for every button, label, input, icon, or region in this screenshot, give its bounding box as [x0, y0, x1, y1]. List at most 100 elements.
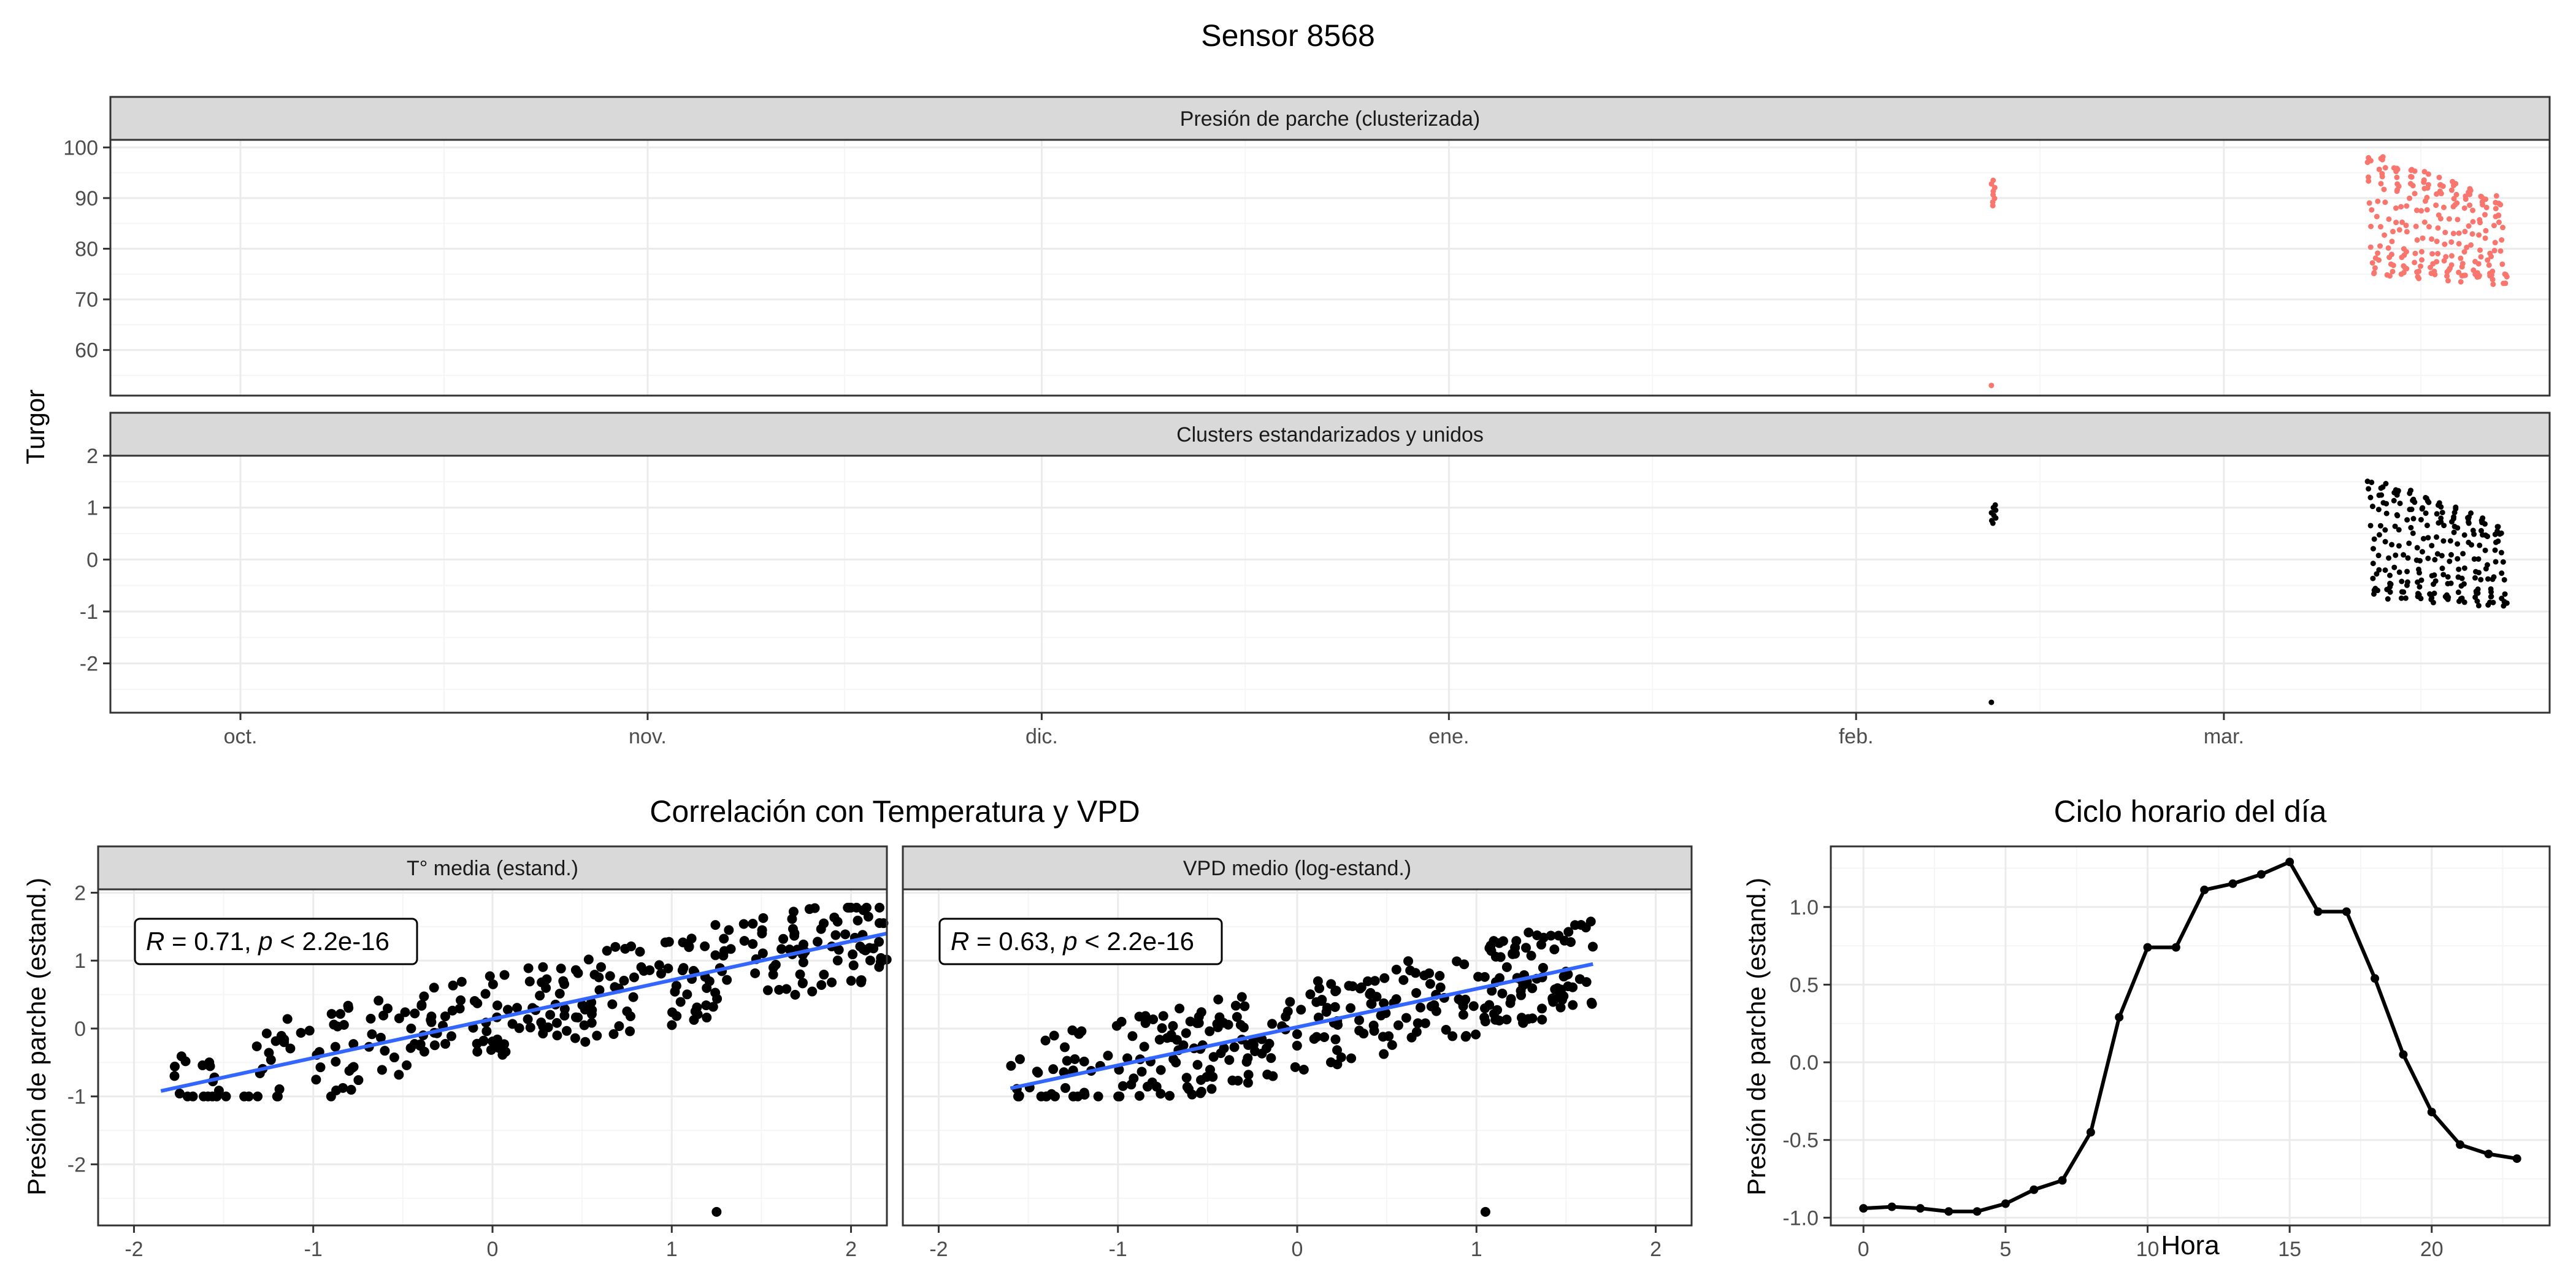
time_top-point: [2483, 204, 2490, 210]
time_top-point: [2483, 196, 2489, 202]
time_bottom-xtick-label: nov.: [629, 725, 667, 748]
corr_vpd-point: [1229, 1042, 1240, 1052]
time_bottom-border: [109, 454, 2551, 714]
time_top-point: [2442, 241, 2448, 247]
time_bottom-point: [2472, 594, 2478, 600]
correlation-group-title: Correlación con Temperatura y VPD: [650, 794, 1140, 829]
time_bottom-point: [2375, 553, 2382, 559]
corr_temp-point: [645, 965, 655, 975]
time_top-point: [2434, 259, 2440, 265]
corr_vpd-stats-box: [938, 918, 1223, 965]
time_top-point: [2438, 191, 2444, 197]
time_bottom-point: [2420, 505, 2426, 511]
time_top-point: [2412, 250, 2418, 256]
corr_vpd-xtick-label: -2: [929, 1238, 948, 1261]
corr_vpd-point: [1391, 964, 1401, 975]
time_bottom-point: [2429, 595, 2435, 601]
corr_vpd-point: [1319, 1032, 1330, 1043]
time_bottom-point: [2376, 567, 2382, 573]
corr_vpd-point: [1365, 987, 1376, 998]
time_bottom-point: [2444, 592, 2450, 598]
corr_temp-point: [724, 925, 734, 935]
corr_temp-point: [710, 920, 721, 930]
hourly-point: [2285, 857, 2294, 867]
corr_temp-point: [748, 939, 758, 949]
time_bottom-point: [2451, 529, 2457, 535]
time_bottom-point: [2502, 591, 2508, 597]
time_bottom-point: [2386, 555, 2392, 561]
time_bottom-point: [2410, 530, 2416, 536]
corr_vpd-point: [1070, 1054, 1080, 1064]
time_bottom-point: [2448, 580, 2454, 586]
time_top-point: [2496, 219, 2502, 225]
hourly-point: [1859, 1204, 1868, 1213]
corr_temp-point: [261, 1028, 272, 1038]
corr_temp-point: [702, 983, 712, 993]
time_top-point: [2477, 217, 2483, 223]
time_bottom-point: [2482, 547, 2488, 553]
time_bottom-point: [2399, 578, 2405, 585]
time_top-point: [2463, 193, 2469, 199]
time_top-point: [2455, 217, 2461, 223]
corr_temp-ytick-label: 1: [74, 949, 86, 973]
time_top-point: [2491, 248, 2497, 254]
time_top-ytick-label: 100: [63, 136, 98, 159]
time_top-ytick-label: 90: [75, 187, 98, 210]
time_top-point: [2478, 254, 2484, 260]
corr_temp-point: [664, 937, 674, 947]
corr_vpd-point: [1413, 1018, 1423, 1029]
time_top-point: [2399, 219, 2405, 225]
time_top-point: [2502, 280, 2509, 286]
time_top-ytick-label: 60: [75, 339, 98, 362]
corr_temp-point: [353, 1075, 364, 1086]
corr_temp-point: [480, 989, 491, 999]
corr_vpd-point: [1411, 1027, 1422, 1037]
time_top-point: [2375, 257, 2382, 263]
corr_temp-point: [848, 949, 858, 960]
time_bottom-point: [2469, 542, 2475, 548]
corr_vpd-point: [1014, 1091, 1024, 1101]
corr_temp-point: [535, 991, 545, 1001]
corr_temp-point: [188, 1091, 198, 1102]
corr_vpd-point: [1298, 1065, 1309, 1075]
time_bottom-xtick-label: feb.: [1839, 725, 1874, 748]
corr_vpd-point: [1178, 1040, 1189, 1051]
time_bottom-point: [2387, 589, 2393, 595]
time_top-point: [2364, 159, 2371, 166]
corr_vpd-point: [1321, 1006, 1332, 1017]
time_bottom-point: [2409, 507, 2415, 513]
time_bottom-ytick-label: -2: [80, 653, 98, 676]
corr_vpd-point: [1223, 1019, 1233, 1030]
corr_temp-point: [264, 1048, 274, 1058]
corr_temp-point: [625, 1026, 635, 1037]
time_bottom-point: [2478, 527, 2484, 534]
corr_temp-point: [788, 907, 799, 917]
time_bottom-point: [2398, 595, 2404, 601]
time_top-point: [2379, 174, 2385, 180]
time_top-point: [2497, 202, 2504, 208]
corr_temp-point: [580, 1037, 591, 1047]
corr_temp-point: [682, 989, 692, 1000]
corr_temp-point: [819, 918, 829, 929]
corr_temp-point: [326, 1091, 336, 1102]
corr_vpd-xtick-label: 0: [1292, 1238, 1303, 1261]
corr_temp-point: [346, 1084, 356, 1095]
corr_temp-point: [406, 1023, 416, 1033]
corr_vpd-point: [1285, 997, 1295, 1007]
time_top-point: [2451, 196, 2457, 202]
time_top-point: [2377, 243, 2383, 249]
hourly-xtick-label: 10: [2136, 1238, 2160, 1261]
corr_vpd-point: [1048, 1064, 1059, 1075]
corr_vpd-point: [1521, 943, 1531, 953]
corr_vpd-point: [1452, 956, 1462, 967]
time_top-point: [2419, 257, 2425, 263]
time_bottom-point: [2394, 492, 2400, 498]
corr_vpd-point: [1378, 1032, 1388, 1042]
corr_vpd-point: [1290, 1062, 1300, 1072]
time_top-point: [2377, 224, 2383, 230]
corr_vpd-point: [1062, 1056, 1072, 1066]
corr_temp-point: [654, 960, 664, 970]
time_bottom-point: [2477, 542, 2483, 548]
corr_vpd-point: [1139, 1041, 1149, 1052]
time_bottom-xtick-label: dic.: [1025, 725, 1058, 748]
